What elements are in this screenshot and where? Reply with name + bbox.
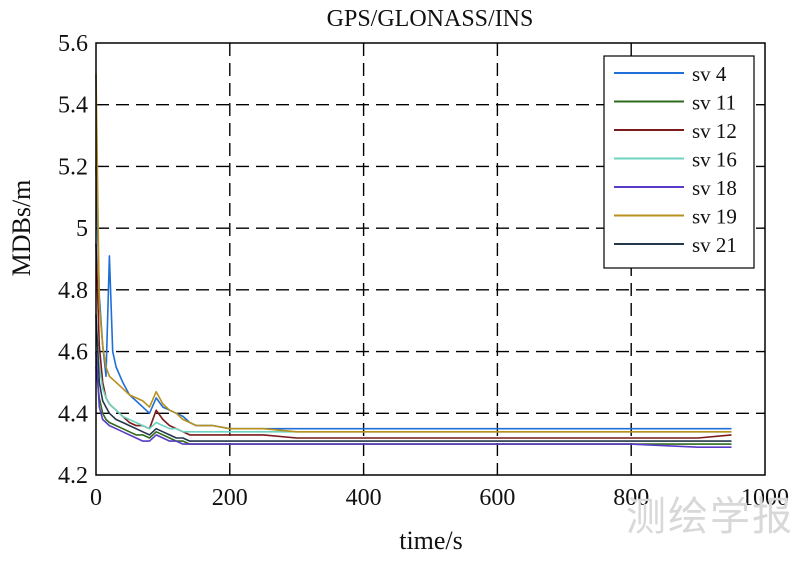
x-tick-label: 400 — [346, 485, 382, 511]
legend-label-4: sv 18 — [692, 176, 737, 200]
plot-frame — [95, 42, 766, 476]
legend-box — [603, 55, 755, 269]
x-tick-label: 1000 — [741, 485, 789, 511]
y-tick-label: 5.6 — [58, 31, 88, 57]
y-tick-label: 4.4 — [58, 401, 88, 427]
series-line-4 — [95, 351, 732, 449]
y-tick-label: 5.4 — [58, 93, 88, 119]
legend-label-6: sv 21 — [692, 233, 737, 257]
legend-label-3: sv 16 — [692, 148, 737, 172]
series-lines — [95, 73, 732, 449]
series-line-6 — [95, 314, 732, 442]
x-axis-label: time/s — [399, 526, 463, 555]
series-line-5 — [95, 73, 732, 433]
y-tick-label: 4.8 — [58, 278, 88, 304]
legend-label-2: sv 12 — [692, 119, 737, 143]
watermark-text: 测绘学报 — [626, 494, 794, 540]
x-tick-label: 600 — [479, 485, 515, 511]
y-tick-label: 4.6 — [58, 340, 88, 366]
y-axis-label: MDBs/m — [7, 180, 36, 277]
x-tick-label: 0 — [90, 485, 102, 511]
legend-label-5: sv 19 — [692, 205, 737, 229]
y-tick-label: 5 — [76, 216, 88, 242]
x-tick-label: 200 — [212, 485, 248, 511]
chart-title: GPS/GLONASS/INS — [327, 6, 534, 32]
y-tick-label: 4.2 — [58, 463, 88, 489]
legend-label-0: sv 4 — [692, 62, 727, 86]
legend-label-1: sv 11 — [692, 91, 736, 115]
axis-ticks: 0 200 400 600 800 1000 4.2 4.4 4.6 4.8 5 5.2 5.4 5.6 — [58, 31, 789, 511]
x-tick-label: 800 — [613, 485, 649, 511]
legend-items: sv 4 sv 11 sv 12 sv 16 sv 18 sv 19 sv 21 — [614, 62, 737, 257]
legend: sv 4 sv 11 sv 12 sv 16 sv 18 sv 19 sv 21 — [603, 55, 755, 269]
y-tick-label: 5.2 — [58, 154, 88, 180]
